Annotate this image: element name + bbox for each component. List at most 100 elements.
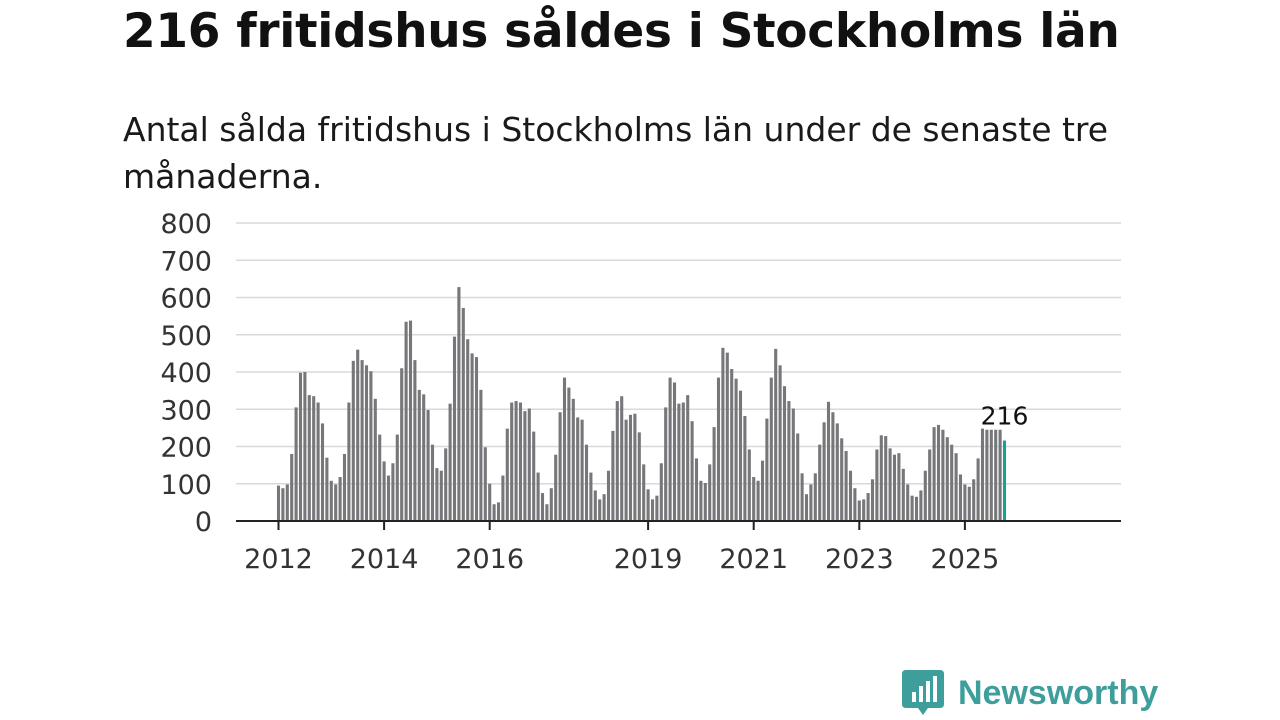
bar <box>633 413 637 521</box>
bar <box>373 398 377 521</box>
bar <box>875 449 879 521</box>
bar <box>831 412 835 521</box>
bar <box>804 494 809 521</box>
bar <box>567 387 571 521</box>
bar <box>642 464 646 521</box>
bar <box>488 483 492 521</box>
y-tick-label: 400 <box>160 358 212 389</box>
bar <box>655 495 659 521</box>
bar <box>518 402 523 521</box>
bar <box>963 484 967 521</box>
bar <box>686 395 690 521</box>
bar <box>976 458 980 521</box>
bar <box>391 463 395 521</box>
bar <box>576 417 580 521</box>
bar <box>554 454 558 521</box>
bar <box>611 430 615 521</box>
bar <box>624 419 628 521</box>
bar <box>386 475 391 521</box>
y-axis-labels: 0 100 200 300 400 500 600 700 800 <box>160 209 212 538</box>
bar <box>747 449 751 521</box>
bar <box>769 377 773 521</box>
bar <box>782 386 787 521</box>
bar <box>884 436 888 521</box>
bar <box>334 484 338 521</box>
bar <box>342 453 347 521</box>
bar <box>760 460 765 521</box>
bar <box>285 484 289 521</box>
bar <box>848 470 853 521</box>
bar <box>791 408 795 521</box>
bar <box>712 427 716 521</box>
bar <box>303 372 307 521</box>
bar <box>532 431 536 521</box>
bar <box>448 403 452 521</box>
bar <box>870 479 875 521</box>
bar <box>584 444 589 521</box>
bar <box>730 369 734 521</box>
x-tick-label: 2019 <box>614 544 683 575</box>
x-tick-label: 2012 <box>244 544 313 575</box>
bar <box>496 502 501 522</box>
brand-logo: Newsworthy <box>902 670 1158 716</box>
bar <box>690 421 694 521</box>
bar <box>514 401 518 521</box>
bar <box>756 480 760 521</box>
bar <box>426 410 430 521</box>
bar <box>989 429 993 521</box>
bar <box>620 396 624 521</box>
bar <box>936 424 941 521</box>
bar <box>945 437 949 521</box>
bar <box>483 447 487 521</box>
bar <box>853 488 857 521</box>
bar <box>743 415 747 521</box>
bar <box>408 320 413 521</box>
bar <box>602 494 606 521</box>
bar <box>954 453 958 521</box>
bar <box>364 365 369 521</box>
bar <box>571 398 575 521</box>
bar <box>862 499 866 521</box>
bar <box>461 307 465 521</box>
bar <box>347 402 351 521</box>
bar <box>844 450 848 521</box>
x-tick-label: 2023 <box>825 544 894 575</box>
bar <box>932 427 936 521</box>
x-tick-label: 2016 <box>455 544 524 575</box>
bar <box>382 461 386 521</box>
bar <box>307 395 311 521</box>
bar <box>501 475 505 521</box>
bar <box>413 360 417 521</box>
bar <box>452 336 457 521</box>
bar <box>901 468 905 521</box>
chart-subtitle: Antal sålda fritidshus i Stockholms län … <box>123 110 1109 196</box>
bar <box>637 432 641 521</box>
bar <box>906 484 910 521</box>
bar <box>479 389 483 521</box>
bar <box>752 477 756 521</box>
bar <box>294 407 298 521</box>
bar <box>659 463 663 521</box>
bar <box>800 473 804 521</box>
bar <box>892 454 897 521</box>
bar <box>994 429 998 521</box>
bar <box>998 429 1002 521</box>
bar <box>316 402 320 521</box>
bar <box>888 448 892 521</box>
bar <box>470 353 474 522</box>
bar <box>523 411 527 521</box>
bar <box>527 408 531 521</box>
y-tick-label: 200 <box>160 433 212 464</box>
bar <box>404 321 408 521</box>
bar <box>589 472 593 521</box>
bar <box>835 423 839 521</box>
bar <box>897 453 901 521</box>
bar <box>699 480 703 521</box>
bar <box>822 422 826 521</box>
bar <box>950 444 954 521</box>
bar <box>439 470 443 521</box>
bar <box>369 371 373 521</box>
bar <box>664 407 668 521</box>
bar <box>549 488 553 521</box>
